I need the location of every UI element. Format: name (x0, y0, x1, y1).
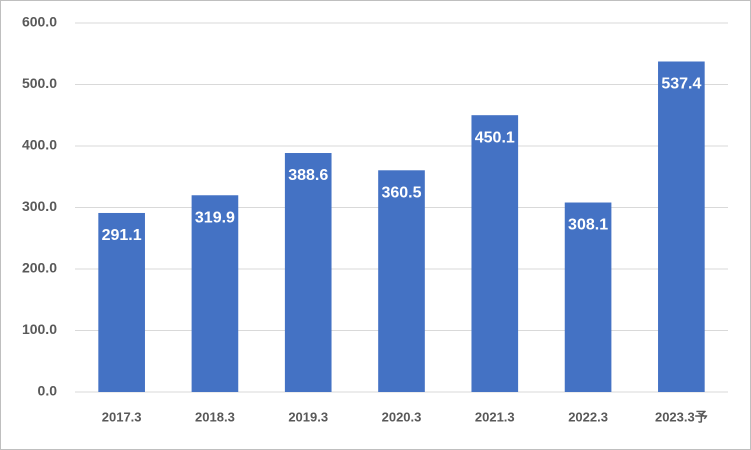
bar (191, 195, 239, 392)
data-label: 450.1 (475, 129, 515, 146)
x-tick-label: 2020.3 (382, 409, 422, 424)
y-tick-label: 200.0 (22, 260, 57, 276)
data-label: 291.1 (102, 227, 142, 244)
x-tick-label: 2021.3 (475, 409, 515, 424)
data-label: 319.9 (195, 209, 235, 226)
bar (378, 170, 425, 392)
bar (284, 153, 332, 392)
x-tick-label: 2017.3 (102, 409, 142, 424)
y-tick-label: 300.0 (22, 198, 57, 214)
data-label: 308.1 (568, 217, 608, 234)
y-tick-label: 600.0 (22, 14, 57, 30)
y-tick-label: 100.0 (22, 321, 57, 337)
bar (471, 115, 519, 392)
x-tick-label: 2019.3 (288, 409, 328, 424)
x-tick-label: 2022.3 (568, 409, 608, 424)
data-label: 388.6 (288, 167, 328, 184)
y-tick-label: 400.0 (22, 137, 57, 153)
data-label: 360.5 (381, 185, 421, 202)
y-tick-label: 0.0 (38, 383, 58, 399)
y-tick-label: 500.0 (22, 75, 57, 91)
bar (564, 202, 612, 392)
data-label: 537.4 (661, 76, 701, 93)
bar (658, 61, 705, 393)
x-tick-label: 2023.3予 (655, 409, 708, 424)
bar (98, 212, 145, 392)
x-tick-label: 2018.3 (195, 409, 235, 424)
